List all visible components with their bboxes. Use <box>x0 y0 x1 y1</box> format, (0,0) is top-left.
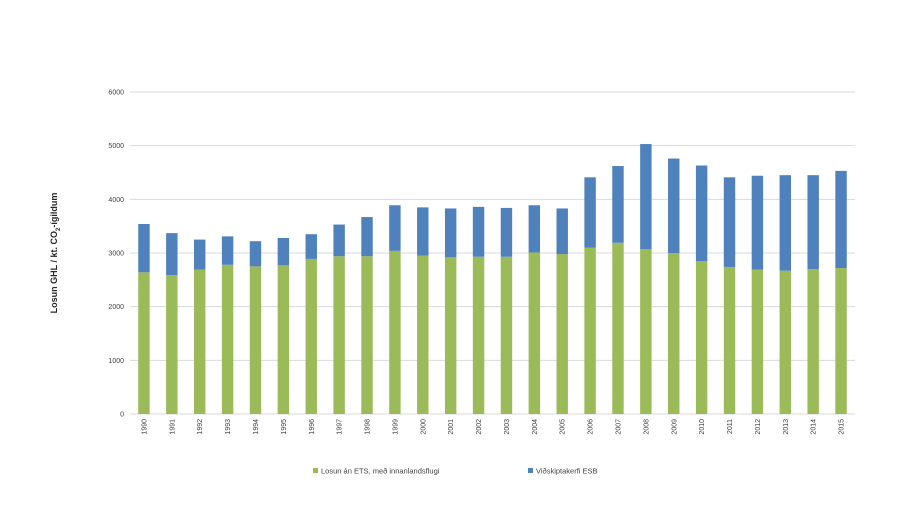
x-tick-label: 2013 <box>783 419 790 435</box>
bar-segment-ets <box>556 208 568 255</box>
bar-segment-ets <box>417 207 429 256</box>
x-tick-label: 2015 <box>839 419 846 435</box>
bar-segment-non-ets <box>835 268 847 414</box>
bar-segment-ets <box>835 170 847 269</box>
bar-segment-ets <box>138 224 150 273</box>
bar-segment-ets <box>194 239 206 270</box>
bar-segment-ets <box>305 234 317 259</box>
bar-segment-non-ets <box>417 255 429 414</box>
bar-segment-ets <box>668 158 680 253</box>
y-tick-label: 4000 <box>108 197 124 204</box>
legend-item: Losun án ETS, með innanlandsflugi <box>313 467 440 476</box>
x-tick-label: 1992 <box>197 419 204 435</box>
legend-item: Viðskiptakerfi ESB <box>528 467 598 476</box>
x-tick-label: 2009 <box>671 419 678 435</box>
x-axis-ticks: 1990 1991 1992 1993 1994 1995 1996 1997 1998 1999… <box>141 419 845 435</box>
legend-swatch <box>528 468 533 473</box>
y-tick-label: 3000 <box>108 251 124 258</box>
x-tick-label: 2002 <box>476 419 483 435</box>
bar-segment-ets <box>612 166 624 243</box>
x-tick-label: 2008 <box>643 419 650 435</box>
bar-segment-non-ets <box>779 270 791 414</box>
bar-segment-non-ets <box>612 242 624 414</box>
x-tick-label: 2011 <box>727 419 734 434</box>
bar-segment-non-ets <box>305 258 317 414</box>
y-tick-label: 1000 <box>108 358 124 365</box>
bar-segment-ets <box>166 233 178 275</box>
y-tick-label: 0 <box>120 412 124 419</box>
x-tick-label: 2006 <box>588 419 595 435</box>
x-tick-label: 2012 <box>755 419 762 435</box>
bar-segment-non-ets <box>723 266 736 414</box>
bar-segment-ets <box>277 237 290 266</box>
bar-segment-non-ets <box>444 257 457 414</box>
bar-segment-ets <box>500 207 513 257</box>
bar-segment-non-ets <box>138 272 150 414</box>
bar-segment-non-ets <box>194 269 206 414</box>
y-tick-label: 5000 <box>108 143 124 150</box>
bar-segment-ets <box>751 175 764 270</box>
x-tick-label: 1996 <box>309 419 316 435</box>
bar-segment-ets <box>221 236 234 265</box>
bar-segment-non-ets <box>556 254 568 414</box>
bar-segment-non-ets <box>751 269 764 414</box>
x-tick-label: 1995 <box>281 419 288 435</box>
bar-segment-non-ets <box>221 264 234 414</box>
y-tick-label: 6000 <box>108 90 124 97</box>
grid-lines <box>130 91 855 415</box>
bar-segment-ets <box>389 205 401 251</box>
bar-segment-ets <box>249 241 262 267</box>
y-axis-ticks: 0 1000 2000 3000 4000 5000 6000 <box>108 90 124 419</box>
legend-swatch <box>313 468 318 473</box>
x-tick-label: 1993 <box>225 419 232 435</box>
bar-segment-ets <box>695 165 708 262</box>
bar-segment-non-ets <box>640 249 652 414</box>
bar-segment-non-ets <box>584 247 596 414</box>
bar-segment-non-ets <box>528 252 541 414</box>
bar-segment-ets <box>333 224 345 257</box>
x-tick-label: 2003 <box>504 419 511 435</box>
bar-segment-ets <box>444 208 457 258</box>
x-tick-label: 1999 <box>392 419 399 435</box>
bar-segment-ets <box>723 177 736 267</box>
bar-segment-ets <box>361 217 373 257</box>
bar-segment-non-ets <box>668 253 680 414</box>
legend: Losun án ETS, með innanlandsflugi Viðskip… <box>313 467 598 476</box>
x-tick-label: 2010 <box>699 419 706 435</box>
bars <box>138 144 847 414</box>
x-tick-label: 2004 <box>532 419 539 435</box>
bar-segment-ets <box>584 177 596 248</box>
x-tick-label: 1998 <box>365 419 372 435</box>
bar-segment-non-ets <box>333 256 345 414</box>
bar-segment-ets <box>472 206 485 257</box>
x-tick-label: 2014 <box>811 419 818 435</box>
x-tick-label: 1991 <box>169 419 176 435</box>
bar-segment-ets <box>807 175 819 270</box>
legend-label: Losun án ETS, með innanlandsflugi <box>321 467 440 476</box>
bar-segment-ets <box>779 175 791 271</box>
x-tick-label: 2001 <box>448 419 455 435</box>
bar-segment-non-ets <box>500 256 513 414</box>
bar-segment-non-ets <box>277 265 290 414</box>
bar-segment-non-ets <box>389 250 401 414</box>
bar-segment-non-ets <box>695 261 708 414</box>
bar-segment-non-ets <box>472 256 485 414</box>
bar-segment-non-ets <box>166 275 178 414</box>
x-tick-label: 2005 <box>560 419 567 435</box>
bar-segment-non-ets <box>361 256 373 414</box>
x-tick-label: 2000 <box>420 419 427 435</box>
bar-segment-non-ets <box>249 266 262 414</box>
bar-segment-non-ets <box>807 269 819 414</box>
bar-segment-ets <box>640 144 652 250</box>
y-tick-label: 2000 <box>108 304 124 311</box>
x-tick-label: 1990 <box>141 419 148 435</box>
x-tick-label: 2007 <box>615 419 622 435</box>
bar-segment-ets <box>528 205 541 253</box>
y-axis-label: Losun GHL / kt. CO2-ígildum <box>49 193 62 314</box>
x-tick-label: 1997 <box>337 419 344 435</box>
legend-label: Viðskiptakerfi ESB <box>536 467 598 476</box>
x-tick-label: 1994 <box>253 419 260 435</box>
